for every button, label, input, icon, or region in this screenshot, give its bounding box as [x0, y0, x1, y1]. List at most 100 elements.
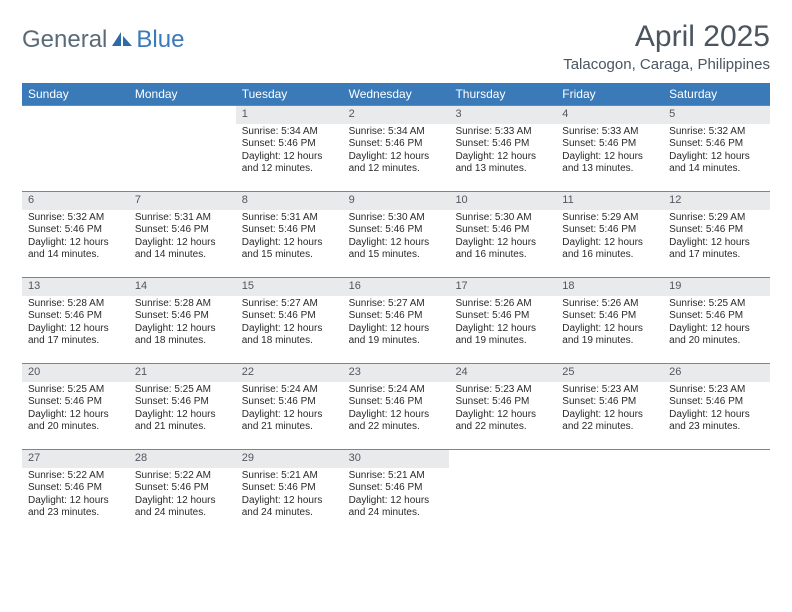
calendar-day-cell: 12Sunrise: 5:29 AMSunset: 5:46 PMDayligh… — [663, 192, 770, 277]
sunset-text: Sunset: 5:46 PM — [562, 396, 657, 409]
calendar: SundayMondayTuesdayWednesdayThursdayFrid… — [22, 83, 770, 535]
header: General Blue April 2025 Talacogon, Carag… — [22, 20, 770, 79]
day-number: 18 — [556, 278, 663, 296]
calendar-day-cell: 16Sunrise: 5:27 AMSunset: 5:46 PMDayligh… — [343, 278, 450, 363]
calendar-day-cell: 11Sunrise: 5:29 AMSunset: 5:46 PMDayligh… — [556, 192, 663, 277]
weekday-header: Thursday — [449, 83, 556, 105]
calendar-day-cell — [556, 450, 663, 535]
day-content: Sunrise: 5:23 AMSunset: 5:46 PMDaylight:… — [449, 382, 556, 438]
sunset-text: Sunset: 5:46 PM — [242, 224, 337, 237]
calendar-day-cell: 7Sunrise: 5:31 AMSunset: 5:46 PMDaylight… — [129, 192, 236, 277]
sunset-text: Sunset: 5:46 PM — [242, 482, 337, 495]
day-number: 19 — [663, 278, 770, 296]
day-content: Sunrise: 5:27 AMSunset: 5:46 PMDaylight:… — [343, 296, 450, 352]
daylight-text: Daylight: 12 hours and 14 minutes. — [28, 237, 123, 262]
calendar-day-cell: 4Sunrise: 5:33 AMSunset: 5:46 PMDaylight… — [556, 106, 663, 191]
day-number: 30 — [343, 450, 450, 468]
calendar-day-cell: 26Sunrise: 5:23 AMSunset: 5:46 PMDayligh… — [663, 364, 770, 449]
daylight-text: Daylight: 12 hours and 13 minutes. — [562, 151, 657, 176]
day-content: Sunrise: 5:23 AMSunset: 5:46 PMDaylight:… — [556, 382, 663, 438]
calendar-day-cell: 21Sunrise: 5:25 AMSunset: 5:46 PMDayligh… — [129, 364, 236, 449]
day-number: 9 — [343, 192, 450, 210]
calendar-day-cell: 22Sunrise: 5:24 AMSunset: 5:46 PMDayligh… — [236, 364, 343, 449]
daylight-text: Daylight: 12 hours and 22 minutes. — [562, 409, 657, 434]
daylight-text: Daylight: 12 hours and 15 minutes. — [349, 237, 444, 262]
daylight-text: Daylight: 12 hours and 24 minutes. — [349, 495, 444, 520]
calendar-day-cell: 10Sunrise: 5:30 AMSunset: 5:46 PMDayligh… — [449, 192, 556, 277]
weekday-header: Tuesday — [236, 83, 343, 105]
sunrise-text: Sunrise: 5:30 AM — [349, 212, 444, 225]
sunrise-text: Sunrise: 5:30 AM — [455, 212, 550, 225]
sunset-text: Sunset: 5:46 PM — [135, 396, 230, 409]
calendar-week-row: 27Sunrise: 5:22 AMSunset: 5:46 PMDayligh… — [22, 449, 770, 535]
day-content: Sunrise: 5:33 AMSunset: 5:46 PMDaylight:… — [449, 124, 556, 180]
calendar-day-cell: 13Sunrise: 5:28 AMSunset: 5:46 PMDayligh… — [22, 278, 129, 363]
day-number: 5 — [663, 106, 770, 124]
day-number: 15 — [236, 278, 343, 296]
calendar-day-cell: 20Sunrise: 5:25 AMSunset: 5:46 PMDayligh… — [22, 364, 129, 449]
brand-word-blue: Blue — [136, 26, 184, 54]
calendar-body: 1Sunrise: 5:34 AMSunset: 5:46 PMDaylight… — [22, 105, 770, 535]
sunrise-text: Sunrise: 5:24 AM — [242, 384, 337, 397]
daylight-text: Daylight: 12 hours and 23 minutes. — [28, 495, 123, 520]
sunrise-text: Sunrise: 5:32 AM — [669, 126, 764, 139]
sunrise-text: Sunrise: 5:21 AM — [349, 470, 444, 483]
day-number: 14 — [129, 278, 236, 296]
sunset-text: Sunset: 5:46 PM — [242, 138, 337, 151]
day-number: 2 — [343, 106, 450, 124]
day-number: 23 — [343, 364, 450, 382]
day-content: Sunrise: 5:25 AMSunset: 5:46 PMDaylight:… — [22, 382, 129, 438]
day-content: Sunrise: 5:29 AMSunset: 5:46 PMDaylight:… — [663, 210, 770, 266]
sunset-text: Sunset: 5:46 PM — [135, 482, 230, 495]
calendar-day-cell: 14Sunrise: 5:28 AMSunset: 5:46 PMDayligh… — [129, 278, 236, 363]
daylight-text: Daylight: 12 hours and 14 minutes. — [135, 237, 230, 262]
calendar-day-cell: 2Sunrise: 5:34 AMSunset: 5:46 PMDaylight… — [343, 106, 450, 191]
calendar-day-cell: 3Sunrise: 5:33 AMSunset: 5:46 PMDaylight… — [449, 106, 556, 191]
calendar-day-cell — [449, 450, 556, 535]
daylight-text: Daylight: 12 hours and 23 minutes. — [669, 409, 764, 434]
day-number: 22 — [236, 364, 343, 382]
day-content: Sunrise: 5:32 AMSunset: 5:46 PMDaylight:… — [22, 210, 129, 266]
day-number: 10 — [449, 192, 556, 210]
sunrise-text: Sunrise: 5:25 AM — [28, 384, 123, 397]
daylight-text: Daylight: 12 hours and 21 minutes. — [242, 409, 337, 434]
sunset-text: Sunset: 5:46 PM — [455, 224, 550, 237]
daylight-text: Daylight: 12 hours and 16 minutes. — [562, 237, 657, 262]
calendar-day-cell: 28Sunrise: 5:22 AMSunset: 5:46 PMDayligh… — [129, 450, 236, 535]
weekday-header: Friday — [556, 83, 663, 105]
brand-logo: General Blue — [22, 20, 184, 54]
daylight-text: Daylight: 12 hours and 18 minutes. — [135, 323, 230, 348]
calendar-week-row: 20Sunrise: 5:25 AMSunset: 5:46 PMDayligh… — [22, 363, 770, 449]
sunset-text: Sunset: 5:46 PM — [669, 138, 764, 151]
sunrise-text: Sunrise: 5:32 AM — [28, 212, 123, 225]
sunset-text: Sunset: 5:46 PM — [28, 396, 123, 409]
day-content: Sunrise: 5:29 AMSunset: 5:46 PMDaylight:… — [556, 210, 663, 266]
daylight-text: Daylight: 12 hours and 22 minutes. — [349, 409, 444, 434]
sunrise-text: Sunrise: 5:34 AM — [242, 126, 337, 139]
calendar-day-cell: 17Sunrise: 5:26 AMSunset: 5:46 PMDayligh… — [449, 278, 556, 363]
day-content: Sunrise: 5:30 AMSunset: 5:46 PMDaylight:… — [449, 210, 556, 266]
sunrise-text: Sunrise: 5:28 AM — [135, 298, 230, 311]
calendar-day-cell — [663, 450, 770, 535]
day-content: Sunrise: 5:26 AMSunset: 5:46 PMDaylight:… — [449, 296, 556, 352]
sunrise-text: Sunrise: 5:33 AM — [455, 126, 550, 139]
day-number: 17 — [449, 278, 556, 296]
calendar-day-cell: 27Sunrise: 5:22 AMSunset: 5:46 PMDayligh… — [22, 450, 129, 535]
sunset-text: Sunset: 5:46 PM — [669, 224, 764, 237]
sunrise-text: Sunrise: 5:34 AM — [349, 126, 444, 139]
sunrise-text: Sunrise: 5:23 AM — [562, 384, 657, 397]
day-content: Sunrise: 5:26 AMSunset: 5:46 PMDaylight:… — [556, 296, 663, 352]
day-content: Sunrise: 5:33 AMSunset: 5:46 PMDaylight:… — [556, 124, 663, 180]
sunset-text: Sunset: 5:46 PM — [455, 310, 550, 323]
daylight-text: Daylight: 12 hours and 20 minutes. — [669, 323, 764, 348]
day-number: 26 — [663, 364, 770, 382]
day-number: 6 — [22, 192, 129, 210]
daylight-text: Daylight: 12 hours and 13 minutes. — [455, 151, 550, 176]
calendar-day-cell: 19Sunrise: 5:25 AMSunset: 5:46 PMDayligh… — [663, 278, 770, 363]
day-number: 29 — [236, 450, 343, 468]
calendar-day-cell — [22, 106, 129, 191]
sunrise-text: Sunrise: 5:25 AM — [669, 298, 764, 311]
day-content: Sunrise: 5:21 AMSunset: 5:46 PMDaylight:… — [236, 468, 343, 524]
day-number: 27 — [22, 450, 129, 468]
day-number: 13 — [22, 278, 129, 296]
